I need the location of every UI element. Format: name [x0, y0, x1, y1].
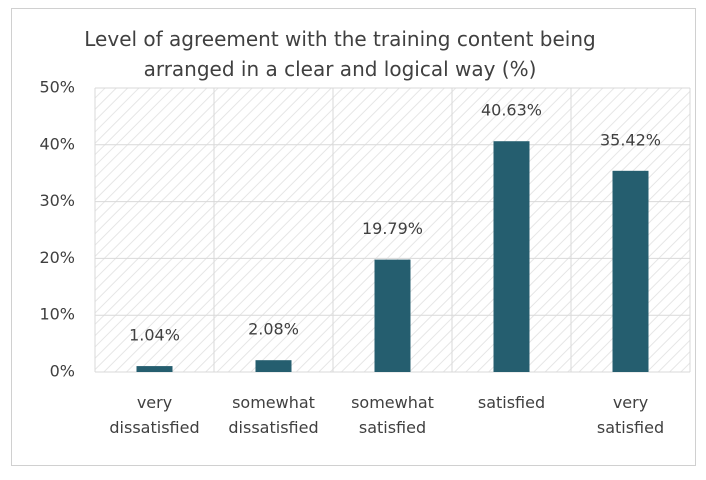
y-tick-label: 20% — [39, 248, 75, 267]
x-tick-label: very dissatisfied — [109, 393, 200, 437]
x-tick-label: somewhat satisfied — [351, 393, 434, 437]
bar — [255, 360, 292, 372]
bar — [493, 141, 530, 372]
data-label: 19.79% — [362, 219, 423, 238]
x-tick-label: satisfied — [477, 393, 546, 412]
bar — [374, 259, 411, 372]
x-tick-label: somewhat dissatisfied — [228, 393, 319, 437]
data-label: 1.04% — [129, 326, 180, 345]
y-tick-label: 30% — [39, 191, 75, 210]
data-label: 35.42% — [600, 130, 661, 149]
bar — [136, 366, 173, 372]
y-tick-label: 40% — [39, 134, 75, 153]
y-tick-label: 50% — [39, 78, 75, 97]
x-tick-label: very satisfied — [596, 393, 665, 437]
bar — [612, 170, 649, 372]
data-label: 40.63% — [481, 101, 542, 120]
data-label: 2.08% — [248, 320, 299, 339]
y-tick-label: 10% — [39, 305, 75, 324]
y-tick-label: 0% — [50, 362, 75, 381]
chart-title: Level of agreement with the training con… — [84, 27, 596, 81]
